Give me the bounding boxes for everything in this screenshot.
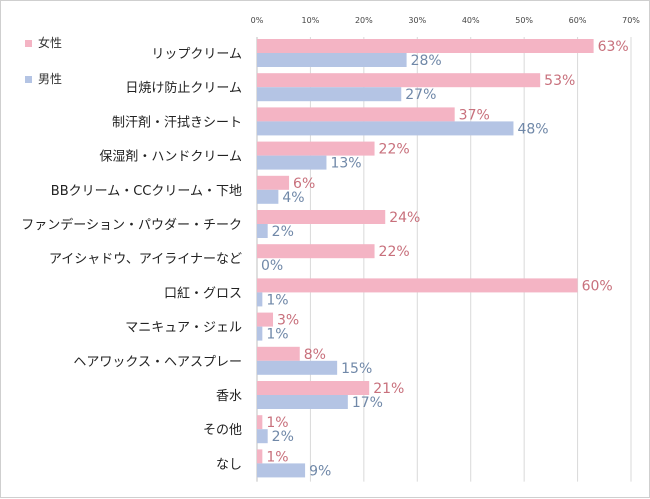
data-label: 8% — [304, 347, 326, 363]
bar-male — [257, 224, 268, 238]
data-label: 22% — [379, 142, 410, 158]
legend-swatch — [25, 76, 32, 83]
bar-female — [257, 278, 578, 293]
bar-female — [257, 449, 263, 464]
data-label: 53% — [544, 73, 575, 89]
data-label: 60% — [582, 278, 613, 294]
x-tick-label: 0% — [251, 16, 264, 25]
data-label: 24% — [389, 210, 420, 226]
category-label: マニキュア・ジェル — [125, 321, 242, 336]
bar-male — [257, 121, 514, 136]
category-label: ヘアワックス・ヘアスプレー — [73, 355, 242, 370]
bar-female — [257, 39, 594, 53]
category-label: 香水 — [216, 389, 242, 404]
bar-female — [257, 312, 274, 327]
data-label: 3% — [277, 313, 299, 329]
x-tick-label: 10% — [302, 16, 320, 25]
data-label: 15% — [341, 361, 372, 377]
bar-female — [257, 244, 375, 259]
x-tick-label: 60% — [569, 16, 587, 25]
data-label: 17% — [352, 395, 383, 411]
x-tick-label: 30% — [408, 16, 426, 25]
category-label: BBクリーム・CCクリーム・下地 — [51, 184, 242, 199]
bar-male — [257, 189, 279, 204]
legend-label: 男性 — [38, 72, 62, 86]
bar-male — [257, 155, 327, 170]
data-label: 2% — [272, 224, 294, 240]
bar-female — [257, 141, 375, 156]
x-tick-label: 20% — [355, 16, 373, 25]
data-label: 9% — [309, 463, 331, 479]
data-label: 4% — [282, 190, 304, 206]
category-label: 保湿剤・ハンドクリーム — [99, 149, 242, 165]
legend-swatch — [25, 40, 32, 47]
category-label: アイシャドウ、アイライナーなど — [49, 252, 242, 267]
bar-female — [257, 381, 370, 395]
data-label: 1% — [266, 449, 288, 465]
data-label: 0% — [261, 258, 283, 274]
data-label: 2% — [272, 429, 294, 445]
data-label: 1% — [266, 292, 288, 308]
bar-female — [257, 346, 300, 361]
category-label: 口紅・グロス — [164, 286, 242, 301]
bar-male — [257, 463, 306, 478]
category-label: なし — [216, 457, 242, 472]
data-label: 27% — [405, 87, 436, 103]
x-tick-label: 70% — [622, 16, 640, 25]
data-label: 21% — [373, 381, 404, 397]
bar-male — [257, 326, 263, 341]
data-label: 13% — [330, 156, 361, 172]
data-label: 63% — [598, 39, 629, 55]
data-label: 6% — [293, 176, 315, 192]
bar-male — [257, 395, 348, 409]
bar-male — [257, 292, 263, 307]
data-label: 48% — [517, 121, 548, 137]
x-tick-label: 50% — [515, 16, 533, 25]
category-label: 制汗剤・汗拭きシート — [112, 114, 242, 130]
bar-male — [257, 360, 338, 375]
bar-female — [257, 415, 263, 430]
data-label: 1% — [266, 415, 288, 431]
data-label: 37% — [459, 107, 490, 123]
data-label: 1% — [266, 327, 288, 343]
data-label: 28% — [411, 53, 442, 69]
bar-female — [257, 107, 455, 122]
data-label: 22% — [379, 244, 410, 260]
category-label: リップクリーム — [151, 47, 242, 62]
category-label: ファンデーション・パウダー・チーク — [21, 217, 242, 233]
bar-female — [257, 175, 290, 190]
x-tick-label: 40% — [462, 16, 480, 25]
bar-female — [257, 73, 541, 88]
bar-male — [257, 429, 268, 444]
bar-female — [257, 210, 386, 224]
category-label: その他 — [203, 423, 242, 438]
bar-male — [257, 53, 407, 67]
bar-male — [257, 87, 402, 102]
category-label: 日焼け防止クリーム — [125, 80, 242, 96]
legend-label: 女性 — [38, 35, 62, 50]
